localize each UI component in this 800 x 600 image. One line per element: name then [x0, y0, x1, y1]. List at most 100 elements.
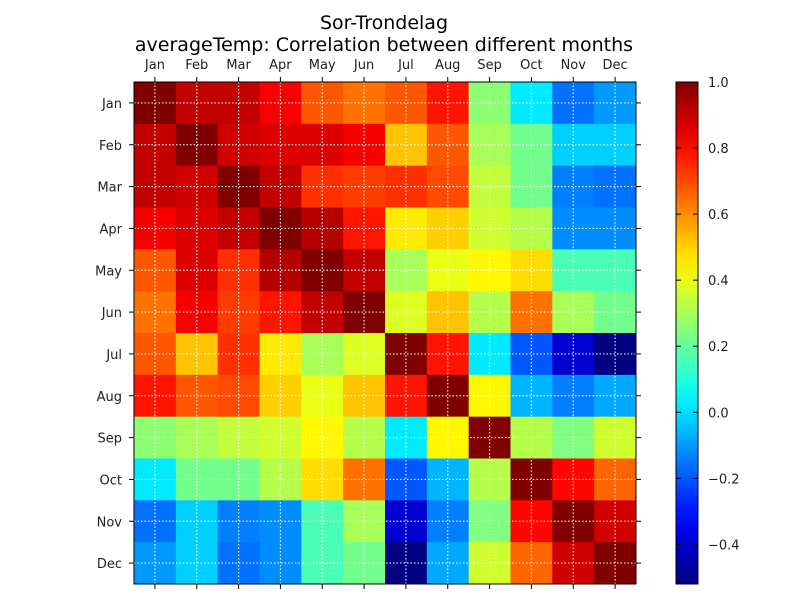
heatmap-cell-jun-jun: [343, 291, 386, 334]
heatmap-cell-jul-jun: [343, 333, 386, 376]
y-axis-ticks: Jan Feb Mar Apr May Jun Jul Aug Sep Oct Nov Dec: [95, 97, 641, 572]
heatmap-cell-sep-apr: [259, 416, 302, 459]
heatmap-cell-mar-mar: [217, 165, 260, 208]
heatmap-cell-nov-sep: [468, 500, 511, 543]
heatmap-cell-dec-dec: [594, 542, 637, 585]
heatmap-cell-dec-sep: [468, 542, 511, 585]
heatmap-cell-sep-nov: [552, 416, 595, 459]
heatmap-cell-aug-sep: [468, 374, 511, 418]
heatmap-cell-mar-nov: [552, 165, 595, 208]
heatmap-cell-mar-may: [301, 165, 344, 208]
heatmap-cell-dec-mar: [217, 542, 260, 585]
x-tick-label-jan: Jan: [144, 58, 165, 73]
y-tick-label-jul: Jul: [105, 348, 122, 363]
x-tick-label-jul: Jul: [397, 58, 414, 73]
y-tick-label-aug: Aug: [97, 390, 122, 405]
heatmap-cell-nov-mar: [217, 500, 260, 543]
heatmap-cell-apr-sep: [468, 207, 511, 250]
heatmap-cell-apr-apr: [259, 207, 302, 250]
heatmap-cell-nov-oct: [510, 500, 553, 543]
y-tick-label-sep: Sep: [97, 432, 122, 447]
heatmap-cell-oct-oct: [510, 458, 553, 501]
heatmap-cell-jun-dec: [594, 291, 637, 334]
heatmap-cell-dec-aug: [426, 542, 470, 585]
heatmap-cell-nov-may: [301, 500, 344, 543]
heatmap-cell-may-apr: [259, 249, 302, 292]
y-tick-label-dec: Dec: [97, 557, 122, 572]
plot-frame: [133, 81, 637, 585]
colorbar-tick-label: 1.0: [708, 76, 729, 91]
colorbar-tick-label: 0.2: [708, 340, 729, 355]
heatmap-cell-jun-jul: [385, 291, 428, 334]
heatmap-cell-jun-nov: [552, 291, 595, 334]
heatmap-cell-aug-mar: [217, 374, 260, 418]
heatmap-cell-apr-jun: [343, 207, 386, 250]
heatmap-cell-apr-aug: [426, 207, 470, 250]
x-tick-label-mar: Mar: [226, 58, 251, 73]
heatmap-cell-jun-mar: [217, 291, 260, 334]
heatmap-cell-jun-aug: [426, 291, 470, 334]
heatmap-cell-apr-jul: [385, 207, 428, 250]
heatmap-cell-mar-sep: [468, 165, 511, 208]
heatmap-cells: [134, 82, 637, 585]
heatmap-cell-nov-nov: [552, 500, 595, 543]
heatmap-cell-apr-nov: [552, 207, 595, 250]
heatmap-cell-jul-mar: [217, 333, 260, 376]
heatmap-cell-oct-aug: [426, 458, 470, 501]
y-tick-label-mar: Mar: [97, 181, 122, 196]
heatmap-cell-jul-aug: [426, 333, 470, 376]
heatmap-cell-dec-jul: [385, 542, 428, 585]
y-tick-label-oct: Oct: [100, 473, 122, 488]
colorbar-frame: [675, 81, 699, 585]
heatmap-cell-mar-jul: [385, 165, 428, 208]
heatmap-cell-sep-jul: [385, 416, 428, 459]
heatmap-cell-jul-dec: [594, 333, 637, 376]
heatmap-cell-nov-dec: [594, 500, 637, 543]
heatmap-cell-nov-aug: [426, 500, 470, 543]
x-tick-label-may: May: [309, 58, 336, 73]
heatmap-cell-oct-mar: [217, 458, 260, 501]
heatmap-cell-sep-sep: [468, 416, 511, 459]
heatmap-cell-jul-may: [301, 333, 344, 376]
heatmap-cell-mar-apr: [259, 165, 302, 208]
heatmap-cell-may-nov: [552, 249, 595, 292]
x-tick-label-dec: Dec: [603, 58, 628, 73]
heatmap-cell-aug-jul: [385, 374, 428, 418]
heatmap-cell-dec-may: [301, 542, 344, 585]
y-tick-label-feb: Feb: [99, 139, 122, 154]
heatmap-cell-may-may: [301, 249, 344, 292]
heatmap-cell-aug-aug: [426, 374, 470, 418]
colorbar-tick-label: 0.0: [708, 406, 729, 421]
heatmap-cell-mar-dec: [594, 165, 637, 208]
heatmap-cell-jun-sep: [468, 291, 511, 334]
heatmap-cell-jun-apr: [259, 291, 302, 334]
heatmap-cell-may-jul: [385, 249, 428, 292]
heatmap-cell-oct-nov: [552, 458, 595, 501]
heatmap-cell-apr-may: [301, 207, 344, 250]
heatmap-cell-apr-mar: [217, 207, 260, 250]
heatmap-cell-sep-may: [301, 416, 344, 459]
heatmap-cell-dec-jun: [343, 542, 386, 585]
colorbar-tick-label: 0.6: [708, 208, 729, 223]
x-tick-label-nov: Nov: [561, 58, 587, 73]
x-axis-ticks: Jan Feb Mar Apr May Jun Jul Aug Sep Oct Nov Dec: [144, 58, 628, 589]
heatmap-cell-aug-jun: [343, 374, 386, 418]
x-tick-label-feb: Feb: [185, 58, 208, 73]
colorbar-tick-label: −0.4: [708, 538, 740, 553]
heatmap-cell-oct-dec: [594, 458, 637, 501]
heatmap-cell-jun-may: [301, 291, 344, 334]
x-tick-label-oct: Oct: [520, 58, 542, 73]
colorbar: [676, 82, 698, 584]
heatmap-cell-aug-dec: [594, 374, 637, 418]
x-tick-label-sep: Sep: [477, 58, 502, 73]
heatmap-cell-dec-oct: [510, 542, 553, 585]
heatmap-cell-oct-may: [301, 458, 344, 501]
heatmap-cell-may-mar: [217, 249, 260, 292]
heatmap-cell-dec-apr: [259, 542, 302, 585]
heatmap-cell-sep-oct: [510, 416, 553, 459]
heatmap-cell-jun-oct: [510, 291, 553, 334]
heatmap-cell-oct-jun: [343, 458, 386, 501]
heatmap-cell-aug-apr: [259, 374, 302, 418]
colorbar-tick-label: −0.2: [708, 472, 740, 487]
